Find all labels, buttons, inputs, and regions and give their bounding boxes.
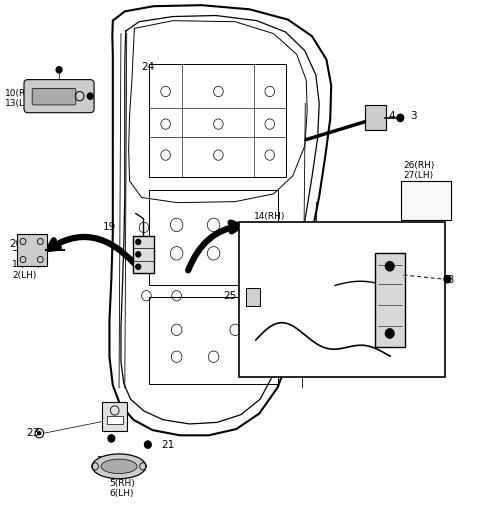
FancyBboxPatch shape — [246, 288, 260, 306]
Circle shape — [136, 252, 141, 257]
Text: 1 (RH)
2(LH): 1 (RH) 2(LH) — [12, 260, 41, 280]
Text: 19: 19 — [103, 222, 117, 233]
Circle shape — [136, 239, 141, 245]
Circle shape — [56, 67, 62, 73]
FancyBboxPatch shape — [32, 88, 76, 105]
FancyBboxPatch shape — [133, 236, 154, 273]
Circle shape — [385, 262, 394, 271]
Text: 22: 22 — [96, 456, 109, 466]
FancyBboxPatch shape — [107, 416, 123, 424]
Circle shape — [397, 114, 404, 121]
FancyBboxPatch shape — [239, 222, 445, 377]
Text: 10(RH)
13(LH): 10(RH) 13(LH) — [5, 88, 36, 108]
Text: 5(RH)
6(LH): 5(RH) 6(LH) — [109, 479, 135, 498]
Text: 3: 3 — [410, 111, 417, 121]
FancyBboxPatch shape — [17, 234, 47, 266]
Text: 7(RH)
11(LH): 7(RH) 11(LH) — [293, 349, 323, 369]
FancyBboxPatch shape — [401, 181, 451, 220]
Circle shape — [136, 264, 141, 269]
Text: 24: 24 — [142, 62, 155, 72]
Circle shape — [385, 329, 394, 338]
Text: 23: 23 — [26, 428, 40, 438]
Text: 20: 20 — [10, 239, 23, 249]
Text: 14(RH)
16(LH): 14(RH) 16(LH) — [254, 211, 286, 231]
Circle shape — [87, 93, 93, 99]
Text: 9: 9 — [119, 409, 126, 420]
FancyBboxPatch shape — [24, 80, 94, 113]
Text: 26(RH)
27(LH): 26(RH) 27(LH) — [403, 161, 434, 180]
Ellipse shape — [101, 459, 137, 474]
Circle shape — [144, 441, 151, 448]
Circle shape — [108, 435, 115, 442]
FancyBboxPatch shape — [102, 402, 127, 431]
FancyBboxPatch shape — [375, 253, 405, 347]
Text: 25: 25 — [223, 291, 237, 301]
Text: 21: 21 — [161, 439, 174, 450]
Text: 4: 4 — [389, 111, 396, 121]
Text: 18: 18 — [442, 275, 455, 285]
Circle shape — [444, 276, 451, 283]
Text: 8(RH)
12(LH): 8(RH) 12(LH) — [279, 293, 310, 312]
Ellipse shape — [92, 454, 146, 479]
Text: 15(RH)
17(LH): 15(RH) 17(LH) — [379, 320, 411, 340]
Circle shape — [38, 432, 41, 435]
FancyBboxPatch shape — [365, 105, 386, 130]
